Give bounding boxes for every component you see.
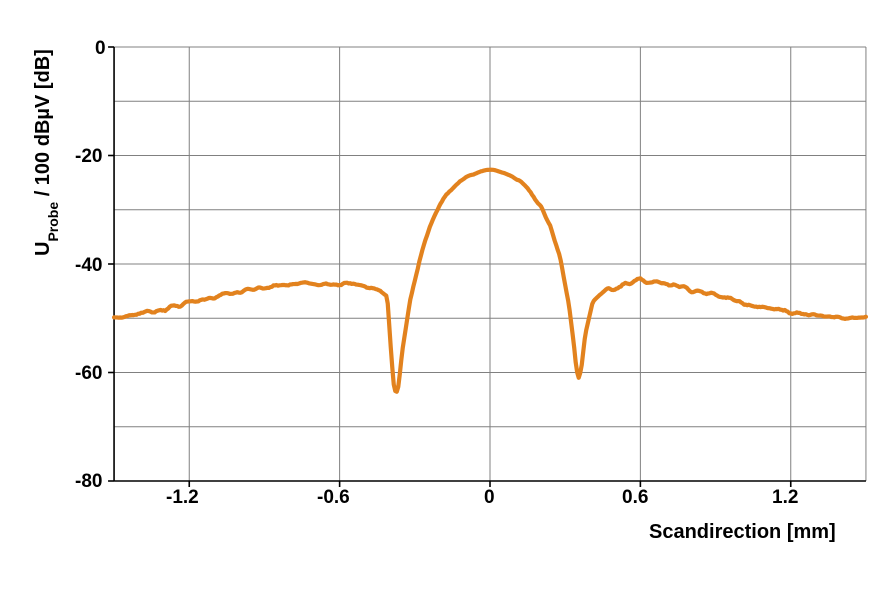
svg-text:UProbe / 100 dBµV [dB]: UProbe / 100 dBµV [dB] [32,49,61,256]
